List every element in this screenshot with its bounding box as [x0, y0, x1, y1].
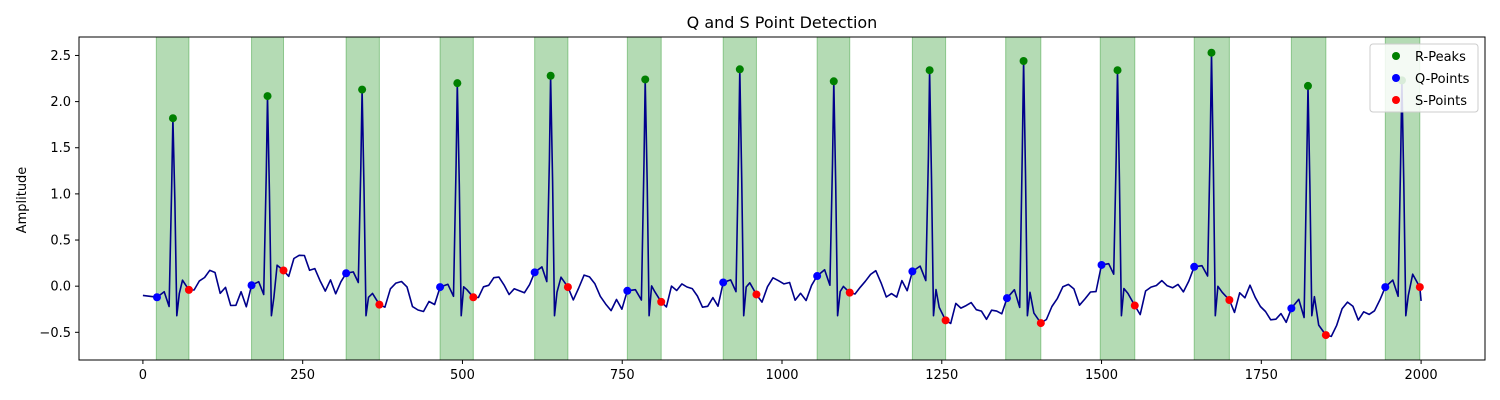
y-tick-label: 2.0 [50, 95, 71, 110]
qrs-span [155, 36, 190, 361]
s-point-marker [375, 300, 384, 309]
y-tick-label: 0.0 [50, 280, 71, 295]
legend-box [1369, 43, 1479, 113]
ecg-signal-group [142, 51, 1422, 338]
x-tick-label: 2000 [1405, 368, 1438, 383]
qrs-span [251, 36, 285, 361]
x-tick-label: 0 [139, 368, 147, 383]
x-tick-label: 500 [450, 368, 475, 383]
r-peak-marker [453, 79, 462, 88]
legend-marker-s-points [1392, 96, 1400, 104]
r-peak-marker [263, 92, 272, 101]
r-peak-marker [1303, 81, 1312, 90]
s-point-marker [469, 293, 478, 302]
q-point-marker [436, 283, 445, 292]
legend-label-s-points: S-Points [1415, 94, 1467, 109]
y-tick-label: 0.5 [50, 234, 71, 249]
s-point-marker [279, 266, 288, 275]
chart-title: Q and S Point Detection [687, 13, 878, 32]
r-peak-marker [168, 114, 177, 123]
s-point-marker [941, 316, 950, 325]
s-point-marker [1415, 283, 1424, 292]
legend-marker-q-points [1392, 74, 1400, 82]
x-axis: 0 250 500 750 1000 1250 1500 1750 2000 [139, 360, 1438, 383]
r-peak-marker [546, 71, 555, 80]
y-tick-label: 1.0 [50, 187, 71, 202]
ecg-signal-line [142, 51, 1422, 338]
q-point-marker [1002, 294, 1011, 303]
y-tick-label: 1.5 [50, 141, 71, 156]
y-axis-label: Amplitude [15, 167, 30, 234]
q-point-marker [908, 267, 917, 276]
q-point-marker [1381, 283, 1390, 292]
legend: R-Peaks Q-Points S-Points [1369, 43, 1479, 113]
q-point-marker [152, 293, 161, 302]
qrs-span [345, 36, 380, 361]
r-peak-marker [829, 77, 838, 86]
q-point-marker [1287, 304, 1296, 313]
legend-label-q-points: Q-Points [1415, 72, 1470, 87]
r-peak-marker [1113, 66, 1122, 75]
y-tick-label: −0.5 [39, 326, 71, 341]
s-point-marker [1225, 296, 1234, 305]
qrs-span [626, 36, 662, 361]
s-point-marker [845, 288, 854, 297]
s-point-marker [657, 297, 666, 306]
r-peak-marker [1207, 48, 1216, 57]
r-peak-marker [925, 66, 934, 75]
y-axis: −0.5 0.0 0.5 1.0 1.5 2.0 2.5 [39, 49, 79, 341]
x-tick-label: 750 [610, 368, 635, 383]
marker-group [152, 48, 1424, 340]
s-point-marker [752, 290, 761, 299]
q-point-marker [1097, 260, 1106, 269]
s-point-marker [1036, 319, 1045, 328]
q-point-marker [719, 278, 728, 287]
q-point-marker [530, 268, 539, 277]
r-peak-marker [641, 75, 650, 84]
legend-label-r-peaks: R-Peaks [1415, 50, 1466, 65]
x-tick-label: 1500 [1085, 368, 1118, 383]
s-point-marker [184, 285, 193, 294]
r-peak-marker [735, 65, 744, 74]
x-tick-label: 1000 [765, 368, 798, 383]
r-peak-marker [1019, 56, 1028, 65]
s-point-marker [1321, 331, 1330, 340]
q-point-marker [623, 286, 632, 295]
r-peak-marker [358, 85, 367, 94]
s-point-marker [563, 283, 572, 292]
x-tick-label: 1250 [925, 368, 958, 383]
legend-marker-r-peaks [1392, 52, 1400, 60]
q-point-marker [342, 269, 351, 278]
s-point-marker [1130, 301, 1139, 310]
q-point-marker [1190, 262, 1199, 271]
y-tick-label: 2.5 [50, 49, 71, 64]
q-point-marker [247, 281, 256, 290]
x-tick-label: 250 [290, 368, 315, 383]
q-point-marker [813, 272, 822, 281]
x-tick-label: 1750 [1245, 368, 1278, 383]
